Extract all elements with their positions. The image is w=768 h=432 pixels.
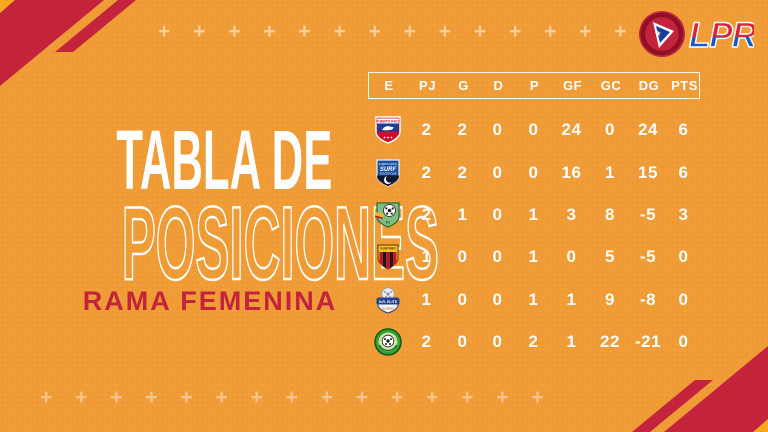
column-header-pj: PJ [419, 78, 436, 93]
standings-body: PUERTO RICO ★ ★ ★ 2 2 0 0 24 0 24 6 PUERTO RICO… [368, 109, 700, 363]
stat-dg: -5 [639, 204, 657, 224]
table-row: FC 2 1 0 1 3 8 -5 3 [368, 194, 700, 236]
svg-text:FC: FC [386, 220, 391, 224]
stat-g: 2 [457, 162, 468, 182]
team-logo-nr-elite: N.R. ELITE ACADEMY [373, 285, 403, 315]
team-logo-yellow-shield: GUAYABO [373, 242, 403, 272]
stat-pts: 0 [678, 289, 689, 309]
stat-pts: 3 [678, 204, 689, 224]
stat-gf: 16 [561, 162, 582, 182]
stat-pts: 0 [678, 332, 689, 352]
stat-pj: 2 [421, 120, 432, 140]
stat-gf: 0 [566, 247, 577, 267]
stat-dg: 24 [638, 120, 658, 140]
svg-text:GUAYABO: GUAYABO [380, 247, 396, 251]
stat-p: 1 [528, 289, 539, 309]
stat-g: 0 [457, 247, 468, 267]
column-header-gf: GF [562, 78, 583, 93]
column-header-g: G [458, 78, 469, 93]
stat-gc: 0 [605, 120, 615, 140]
svg-text:N.R. ELITE: N.R. ELITE [379, 300, 398, 304]
stat-d: 0 [492, 204, 503, 224]
subtitle: RAMA FEMENINA [82, 286, 338, 316]
stat-d: 0 [492, 247, 503, 267]
stat-g: 1 [457, 204, 468, 224]
column-header-e: E [384, 78, 394, 93]
svg-text:★ ★ ★: ★ ★ ★ [382, 136, 393, 140]
title-line-1: TABLA DE [116, 113, 333, 207]
stat-pj: 1 [421, 289, 432, 309]
plus-pattern-top: + + + + + + + + + + + + + + + [158, 20, 663, 43]
stat-p: 0 [528, 162, 539, 182]
plus-pattern-bottom: + + + + + + + + + + + + + + + [40, 386, 545, 409]
column-header-pts: PTS [671, 78, 698, 93]
svg-text:PUERTO RICO: PUERTO RICO [379, 162, 397, 166]
stat-pj: 1 [421, 247, 432, 267]
stat-pj: 2 [421, 162, 432, 182]
column-header-d: D [493, 78, 504, 93]
column-header-p: P [529, 78, 540, 93]
stat-g: 0 [457, 289, 468, 309]
svg-text:★: ★ [654, 29, 661, 38]
stat-gf: 1 [566, 289, 577, 309]
stat-d: 0 [492, 120, 503, 140]
stat-dg: 15 [638, 162, 658, 182]
stat-p: 0 [528, 120, 539, 140]
stat-gf: 3 [566, 204, 577, 224]
corner-decoration-bottom-right [632, 346, 768, 432]
table-row: PUERTO RICO ★ ★ ★ 2 2 0 0 24 0 24 6 [368, 109, 700, 151]
svg-text:SOCCER CLUB: SOCCER CLUB [380, 173, 397, 175]
table-row: N.R. ELITE ACADEMY 1 0 0 1 1 9 -8 0 [368, 279, 700, 321]
svg-text:PUERTO RICO: PUERTO RICO [376, 120, 400, 124]
stat-d: 0 [492, 332, 503, 352]
table-row: GUAYABO 1 0 0 1 0 5 -5 0 [368, 236, 700, 278]
stat-gf: 24 [561, 120, 582, 140]
title-line-2: POSICIONES [121, 186, 439, 302]
table-row: 2 0 0 2 1 22 -21 0 [368, 321, 700, 363]
table-row: PUERTO RICO SURF SOCCER CLUB 2 2 0 0 16 1 15 6 [368, 151, 700, 193]
stat-p: 1 [528, 247, 539, 267]
corner-decoration-top-left [0, 0, 136, 86]
stat-p: 1 [528, 204, 539, 224]
stat-gc: 5 [605, 247, 615, 267]
stat-g: 0 [457, 332, 468, 352]
team-logo-puerto-rico: PUERTO RICO ★ ★ ★ [373, 115, 403, 145]
stat-pts: 6 [678, 162, 689, 182]
stat-dg: -8 [639, 289, 657, 309]
stat-gf: 1 [566, 332, 577, 352]
stat-gc: 9 [605, 289, 615, 309]
stat-dg: -21 [634, 332, 662, 352]
stat-gc: 22 [600, 332, 620, 352]
stat-pj: 2 [421, 332, 432, 352]
stat-gc: 1 [605, 162, 615, 182]
team-logo-green-shield: FC [373, 200, 403, 230]
lpr-emblem-icon: ★ [639, 11, 685, 57]
stat-dg: -5 [639, 247, 657, 267]
stat-gc: 8 [605, 204, 615, 224]
stat-pts: 6 [678, 120, 689, 140]
column-header-dg: DG [638, 78, 660, 93]
column-header-gc: GC [600, 78, 622, 93]
team-logo-surf: PUERTO RICO SURF SOCCER CLUB [373, 158, 403, 188]
stat-p: 2 [528, 332, 539, 352]
svg-text:ACADEMY: ACADEMY [381, 306, 394, 310]
standings-header-row: E PJ G D P GF GC DG PTS [368, 72, 700, 99]
team-logo-green-circle [373, 327, 403, 357]
stat-d: 0 [492, 289, 503, 309]
stat-pj: 2 [421, 204, 432, 224]
lpr-wordmark: LPR [689, 16, 754, 55]
svg-text:SURF: SURF [380, 167, 397, 173]
lpr-logo: ★ LPR [636, 7, 759, 61]
stat-g: 2 [457, 120, 468, 140]
stat-d: 0 [492, 162, 503, 182]
stat-pts: 0 [678, 247, 689, 267]
lpr-logo-graphic: ★ LPR [639, 11, 759, 57]
